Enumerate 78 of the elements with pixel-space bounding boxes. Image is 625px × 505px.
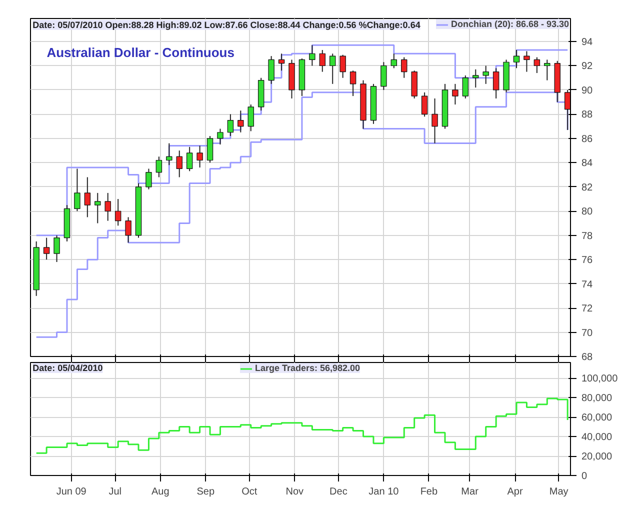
candlestick	[104, 192, 111, 222]
candlestick	[513, 50, 520, 69]
candlestick	[94, 192, 101, 224]
candlestick	[186, 146, 193, 172]
candlestick	[278, 53, 285, 72]
candlestick	[401, 56, 408, 78]
candlestick	[421, 92, 428, 118]
candlestick	[196, 145, 203, 168]
candlestick	[206, 136, 214, 164]
candlestick	[268, 56, 274, 84]
candlestick	[176, 150, 182, 178]
candlestick	[534, 56, 540, 74]
candlestick	[330, 53, 336, 84]
candlestick	[156, 156, 162, 178]
y-tick-label: 80,000	[582, 393, 613, 404]
y-tick-label: 20,000	[582, 452, 613, 463]
candlestick	[472, 68, 479, 88]
y-tick-label: 84	[582, 158, 594, 170]
candlestick	[84, 176, 91, 218]
candlestick	[248, 104, 254, 132]
candlestick	[43, 237, 50, 260]
x-tick-label: Jun 09	[56, 486, 87, 498]
candlestick	[350, 70, 356, 97]
candlestick	[432, 98, 438, 144]
annotation: Date: 05/04/2010	[32, 362, 103, 373]
candlestick	[125, 216, 132, 244]
y-tick-label: 40,000	[582, 432, 613, 444]
x-tick-label: Dec	[330, 486, 348, 498]
candlestick	[114, 198, 122, 226]
x-tick-label: Aug	[151, 486, 170, 498]
candlestick	[340, 54, 346, 78]
candlestick	[380, 62, 387, 90]
candlestick	[482, 65, 489, 84]
candlestick	[309, 44, 316, 66]
y-tick-label: 72	[582, 304, 594, 315]
y-tick-label: 82	[582, 182, 594, 194]
x-tick-label: Oct	[242, 486, 258, 498]
x-tick-label: Jul	[108, 486, 122, 498]
y-tick-label: 92	[582, 61, 594, 72]
candlestick	[166, 142, 172, 166]
candlestick	[146, 168, 152, 190]
candlestick	[462, 74, 469, 99]
candlestick	[319, 50, 326, 72]
y-tick-label: 86	[582, 134, 594, 145]
x-tick-label: Mar	[461, 486, 480, 498]
x-tick-label: May	[549, 486, 568, 498]
y-tick-label: 88	[582, 110, 594, 121]
x-tick-label: Nov	[286, 486, 304, 498]
y-tick-label: 60,000	[582, 412, 613, 424]
candlestick	[544, 59, 550, 81]
y-tick-label: 70	[582, 328, 594, 339]
x-tick-label: Apr	[507, 486, 524, 498]
x-tick-label: Feb	[420, 486, 438, 498]
y-tick-label: 80	[582, 206, 594, 218]
y-tick-label: 100,000	[582, 374, 618, 385]
candlestick	[492, 68, 500, 99]
candlestick	[390, 53, 398, 69]
text: Australian Dollar - Continuous	[46, 44, 234, 60]
legend-label: Donchian (20): 86.68 - 93.30	[450, 19, 569, 29]
y-tick-label: 0	[582, 471, 588, 482]
y-tick-label: 94	[582, 37, 594, 48]
x-tick-label: Sep	[196, 486, 215, 498]
candlestick	[452, 83, 458, 106]
x-tick-label: Jan 10	[368, 486, 400, 498]
candlestick	[217, 128, 224, 145]
candlestick	[564, 89, 570, 130]
y-tick-label: 68	[582, 352, 594, 363]
candlestick	[54, 234, 60, 263]
candlestick	[227, 114, 234, 137]
candlestick	[524, 50, 530, 72]
y-tick-label: 78	[582, 230, 594, 242]
candlestick	[238, 110, 244, 133]
annotation: Date: 05/07/2010 Open:88.28 High:89.02 Low:87.66 Close:88.44 Change:0.56 %Change:0.64	[32, 20, 420, 30]
y-tick-label: 76	[582, 255, 594, 266]
candlestick	[74, 168, 80, 212]
legend-label: Large Traders: 56,982.00	[254, 363, 360, 373]
y-tick-label: 74	[582, 279, 594, 290]
y-tick-label: 90	[582, 85, 594, 96]
